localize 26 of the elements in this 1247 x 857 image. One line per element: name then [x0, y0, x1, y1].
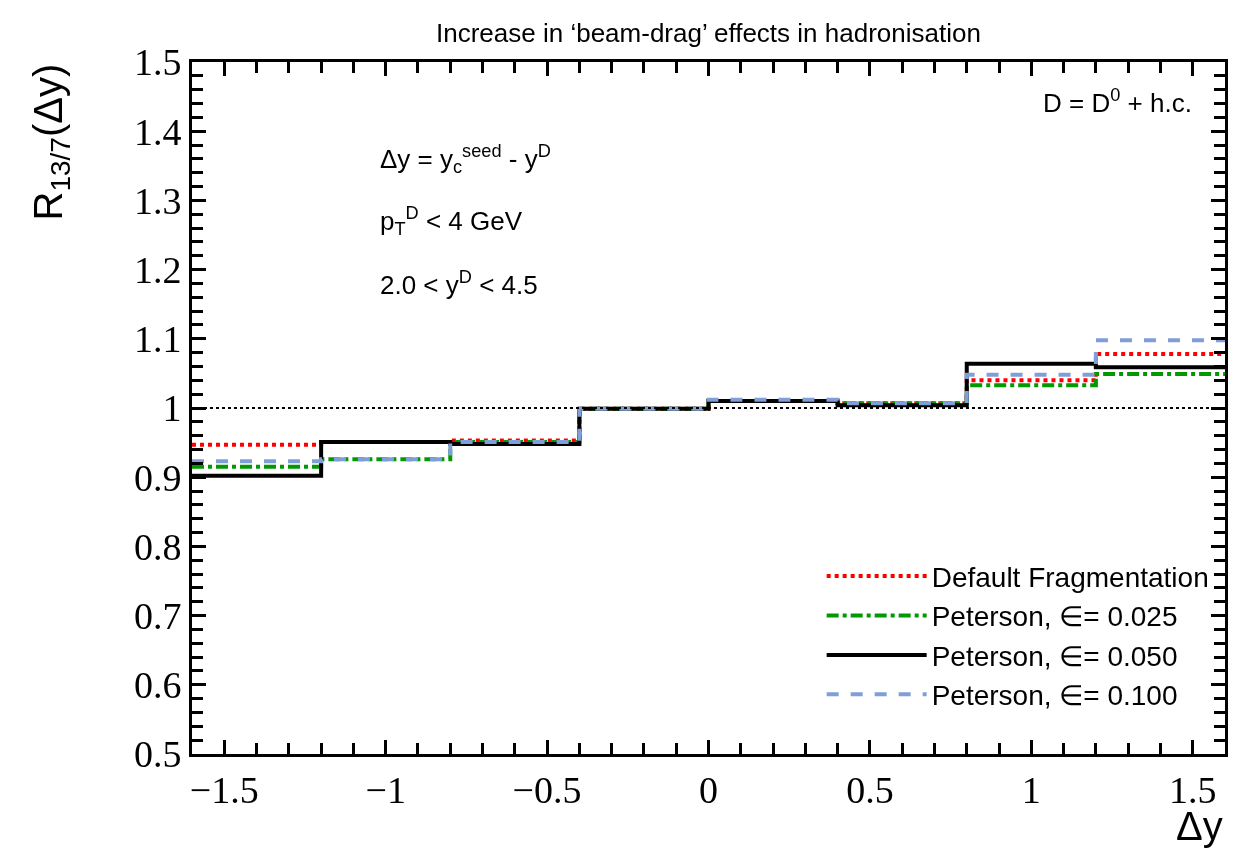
- y-tick-label: 0.6: [133, 664, 182, 707]
- y-tick-label: 1.2: [133, 248, 182, 291]
- annotation: p$_{T}$$^{D}$ < 4 GeV: [380, 203, 523, 240]
- legend-label: Default Fragmentation: [931, 562, 1209, 594]
- x-tick-label: −0.5: [512, 768, 582, 811]
- x-tick-label: 1: [1021, 768, 1041, 811]
- legend-label: Peterson, ∈= 0.100: [931, 680, 1178, 712]
- legend-label: Peterson, ∈= 0.025: [931, 601, 1178, 633]
- y-tick-label: 0.5: [133, 733, 182, 776]
- y-tick-label: 1.1: [133, 318, 182, 361]
- y-tick-label: 1: [162, 387, 182, 430]
- y-tick-label: 1.5: [133, 41, 182, 84]
- legend-label: Peterson, ∈= 0.050: [931, 640, 1178, 672]
- x-tick-label: 0.5: [846, 768, 894, 811]
- chart-title: Increase in ‘beam-drag’ effects in hadronisation: [436, 18, 981, 48]
- annotation: 2.0 < y$^{D}$ < 4.5: [380, 267, 538, 300]
- y-tick-label: 0.9: [133, 456, 182, 499]
- y-tick-label: 0.8: [133, 525, 182, 568]
- y-tick-label: 1.3: [133, 179, 182, 222]
- annotation: D = D$^{0}$ + h.c.: [1043, 85, 1192, 118]
- y-tick-label: 0.7: [133, 594, 182, 637]
- annotation: Δy = y$_{c}$$^{seed}$ - y$^{D}$: [380, 141, 551, 178]
- x-tick-label: −1: [365, 768, 406, 811]
- x-tick-label: 0: [699, 768, 718, 811]
- x-tick-label: −1.5: [189, 768, 259, 811]
- y-tick-label: 1.4: [133, 110, 182, 153]
